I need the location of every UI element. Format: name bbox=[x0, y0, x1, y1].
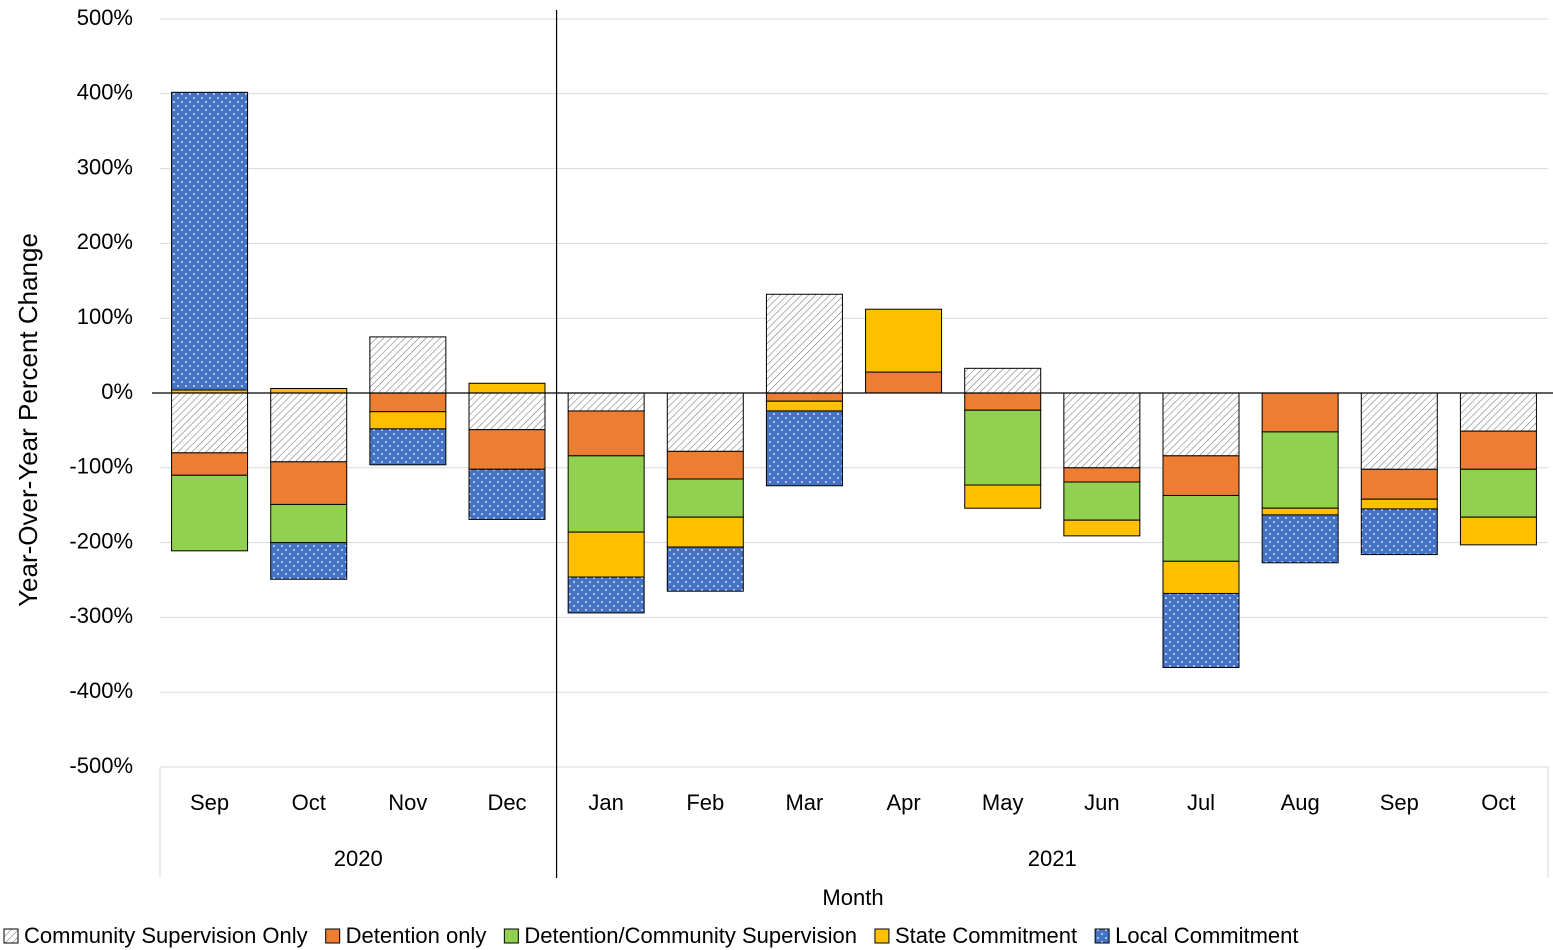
bar-segment bbox=[1063, 481, 1141, 521]
x-tick-label: Feb bbox=[686, 790, 724, 815]
bar-segment bbox=[865, 308, 943, 373]
y-tick-label: 100% bbox=[77, 304, 133, 329]
bar-segment bbox=[1459, 468, 1537, 518]
bar-segment bbox=[666, 450, 744, 480]
bar-segment bbox=[1360, 468, 1438, 500]
bar-segment bbox=[567, 410, 645, 457]
bar-segment bbox=[270, 388, 348, 394]
bar-segment bbox=[1162, 592, 1240, 669]
y-tick-label: -500% bbox=[69, 753, 133, 778]
bar-segment bbox=[171, 452, 249, 476]
bar-segment bbox=[171, 91, 249, 391]
legend-swatch bbox=[874, 928, 890, 944]
group-label: 2021 bbox=[1028, 846, 1077, 871]
bar-segment bbox=[765, 392, 843, 402]
x-tick-label: Nov bbox=[388, 790, 427, 815]
bar-segment bbox=[369, 411, 447, 430]
bar-segment bbox=[468, 392, 546, 431]
legend-label: Detention/Community Supervision bbox=[524, 923, 857, 948]
bar-segment bbox=[666, 546, 744, 592]
bar-segment bbox=[171, 392, 249, 454]
legend-label: Detention only bbox=[346, 923, 487, 948]
y-tick-label: -400% bbox=[69, 678, 133, 703]
y-tick-label: -100% bbox=[69, 454, 133, 479]
y-tick-label: -300% bbox=[69, 603, 133, 628]
bar-segment bbox=[171, 474, 249, 552]
bar-segment bbox=[1162, 560, 1240, 594]
x-tick-label: Oct bbox=[292, 790, 326, 815]
bar-segment bbox=[1063, 392, 1141, 469]
bar-segment bbox=[1360, 498, 1438, 510]
bar-segment bbox=[1162, 494, 1240, 562]
bar-segment bbox=[1261, 431, 1339, 509]
bar-segment bbox=[666, 392, 744, 452]
y-tick-label: 400% bbox=[77, 80, 133, 105]
bar-segment bbox=[1063, 467, 1141, 483]
bar-segment bbox=[1261, 392, 1339, 433]
bar-segment bbox=[666, 516, 744, 548]
bar-segment bbox=[270, 392, 348, 463]
bar-segment bbox=[964, 409, 1042, 486]
bar-segment bbox=[567, 531, 645, 578]
bar-segment bbox=[1459, 430, 1537, 470]
bar-segment bbox=[1459, 516, 1537, 546]
bar-segment bbox=[1261, 507, 1339, 516]
x-tick-label: Aug bbox=[1281, 790, 1320, 815]
y-axis-title: Year-Over-Year Percent Change bbox=[13, 233, 43, 607]
bar-segment bbox=[468, 382, 546, 394]
bar-segment bbox=[270, 542, 348, 580]
legend-label: State Commitment bbox=[895, 923, 1077, 948]
x-axis-title: Month bbox=[822, 885, 883, 910]
bar-segment bbox=[468, 468, 546, 520]
bar-segment bbox=[964, 367, 1042, 394]
x-tick-label: Mar bbox=[785, 790, 823, 815]
bar-segment bbox=[1360, 392, 1438, 470]
bar-segment bbox=[369, 392, 447, 413]
x-tick-label: Dec bbox=[487, 790, 526, 815]
x-tick-label: May bbox=[982, 790, 1024, 815]
bar-segment bbox=[765, 410, 843, 487]
y-tick-label: 200% bbox=[77, 229, 133, 254]
x-tick-label: Sep bbox=[1380, 790, 1419, 815]
bar-segment bbox=[1360, 508, 1438, 556]
x-tick-label: Jan bbox=[588, 790, 623, 815]
x-tick-label: Sep bbox=[190, 790, 229, 815]
bar-segment bbox=[666, 478, 744, 518]
legend-swatch bbox=[325, 928, 341, 944]
legend-label: Community Supervision Only bbox=[24, 923, 308, 948]
bar-segment bbox=[865, 371, 943, 394]
bar-segment bbox=[567, 576, 645, 614]
y-tick-label: 500% bbox=[77, 5, 133, 30]
bar-segment bbox=[1459, 392, 1537, 432]
x-tick-label: Jul bbox=[1187, 790, 1215, 815]
bar-segment bbox=[567, 392, 645, 412]
bar-segment bbox=[567, 455, 645, 533]
bar-segment bbox=[270, 503, 348, 544]
bar-segment bbox=[964, 392, 1042, 411]
bar-segment bbox=[1063, 519, 1141, 537]
bar-segment bbox=[468, 429, 546, 470]
y-tick-label: 0% bbox=[101, 379, 133, 404]
legend-label: Local Commitment bbox=[1115, 923, 1298, 948]
x-tick-label: Jun bbox=[1084, 790, 1119, 815]
legend-swatch bbox=[3, 928, 19, 944]
group-label: 2020 bbox=[334, 846, 383, 871]
y-tick-label: -200% bbox=[69, 528, 133, 553]
bar-segment bbox=[1162, 392, 1240, 457]
bar-segment bbox=[765, 400, 843, 412]
legend-swatch bbox=[503, 928, 519, 944]
bar-segment bbox=[270, 461, 348, 505]
bar-segment bbox=[369, 428, 447, 466]
x-tick-label: Oct bbox=[1481, 790, 1515, 815]
bar-segment bbox=[765, 293, 843, 394]
legend-swatch bbox=[1094, 928, 1110, 944]
bar-segment bbox=[1261, 514, 1339, 564]
bar-segment bbox=[964, 484, 1042, 509]
bar-segment bbox=[1162, 455, 1240, 496]
x-tick-label: Apr bbox=[886, 790, 920, 815]
bar-segment bbox=[369, 336, 447, 394]
y-tick-label: 300% bbox=[77, 154, 133, 179]
